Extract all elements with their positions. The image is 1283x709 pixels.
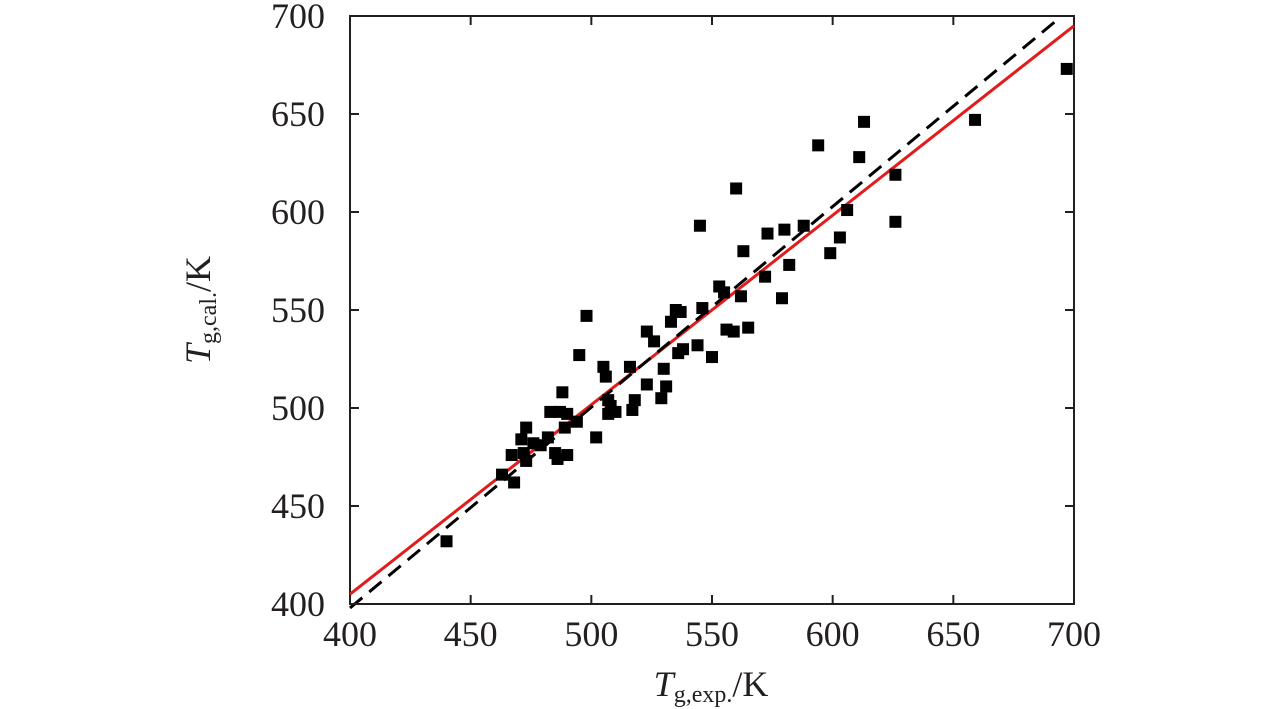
y-tick-label: 400 [271, 584, 325, 624]
data-point [640, 325, 653, 338]
data-point [556, 386, 569, 399]
data-point [660, 380, 673, 393]
x-tick-label: 600 [806, 614, 860, 654]
x-tick-label: 400 [323, 614, 377, 654]
data-point [696, 302, 709, 315]
data-point [573, 349, 586, 362]
x-tick-label: 700 [1047, 614, 1101, 654]
data-point [674, 305, 687, 318]
tick-layer: 400 450 500 550 600 650 700 400 450 500 550 600 650 7… [271, 0, 1101, 654]
data-point [664, 315, 677, 328]
y-axis-label: Tg,cal./K [178, 256, 222, 364]
data-point [505, 449, 518, 462]
data-point [515, 433, 528, 446]
data-point [590, 431, 603, 444]
data-point [841, 204, 854, 217]
data-point [623, 360, 636, 373]
data-point [677, 343, 690, 356]
data-point [969, 113, 982, 126]
x-tick-label: 450 [444, 614, 498, 654]
y-tick-label: 500 [271, 388, 325, 428]
x-axis-label: Tg,exp./K [654, 664, 769, 708]
data-point [655, 392, 668, 405]
data-point [520, 421, 533, 434]
data-point [561, 407, 574, 420]
data-point [597, 360, 610, 373]
data-point [599, 370, 612, 383]
x-tick-label: 550 [685, 614, 739, 654]
data-point [693, 219, 706, 232]
y-tick-label: 550 [271, 290, 325, 330]
data-point [626, 403, 639, 416]
data-point [718, 286, 731, 299]
data-point [833, 231, 846, 244]
data-point [783, 258, 796, 271]
data-point [496, 468, 509, 481]
data-point [558, 421, 571, 434]
data-point [609, 405, 622, 418]
data-point [742, 321, 755, 334]
y-tick-label: 650 [271, 94, 325, 134]
data-point [775, 292, 788, 305]
data-point [737, 245, 750, 258]
data-point [551, 452, 564, 465]
data-point [778, 223, 791, 236]
data-point [824, 247, 837, 260]
data-point [706, 351, 718, 364]
x-tick-label: 650 [926, 614, 980, 654]
data-point [889, 168, 902, 181]
data-point [727, 325, 740, 338]
data-point [640, 378, 653, 391]
data-point [648, 335, 661, 348]
data-point [812, 139, 825, 152]
y-tick-label: 700 [271, 0, 325, 36]
data-point [544, 405, 557, 418]
data-point [541, 431, 554, 444]
data-point [440, 535, 453, 548]
series-layer [349, 18, 1075, 610]
data-point [797, 219, 810, 232]
data-point [858, 115, 871, 128]
data-point [628, 394, 641, 407]
data-point [561, 449, 574, 462]
data-point [730, 182, 743, 195]
data-point [734, 290, 747, 303]
data-point [759, 270, 772, 283]
data-point [691, 339, 704, 352]
y-tick-label: 450 [271, 486, 325, 526]
data-point [520, 454, 533, 467]
data-point [853, 151, 866, 164]
x-tick-label: 500 [564, 614, 618, 654]
data-point [508, 476, 521, 489]
linear-fit-line [349, 24, 1075, 596]
data-point [570, 415, 583, 428]
y-tick-label: 600 [271, 192, 325, 232]
label-layer: Tg,exp./K Tg,cal./K [178, 256, 768, 708]
data-point [1060, 62, 1073, 75]
data-point [889, 215, 902, 228]
data-point [580, 309, 593, 322]
data-point [657, 362, 670, 375]
data-point [761, 227, 774, 240]
